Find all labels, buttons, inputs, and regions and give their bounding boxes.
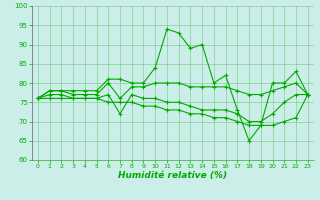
X-axis label: Humidité relative (%): Humidité relative (%) [118, 171, 228, 180]
